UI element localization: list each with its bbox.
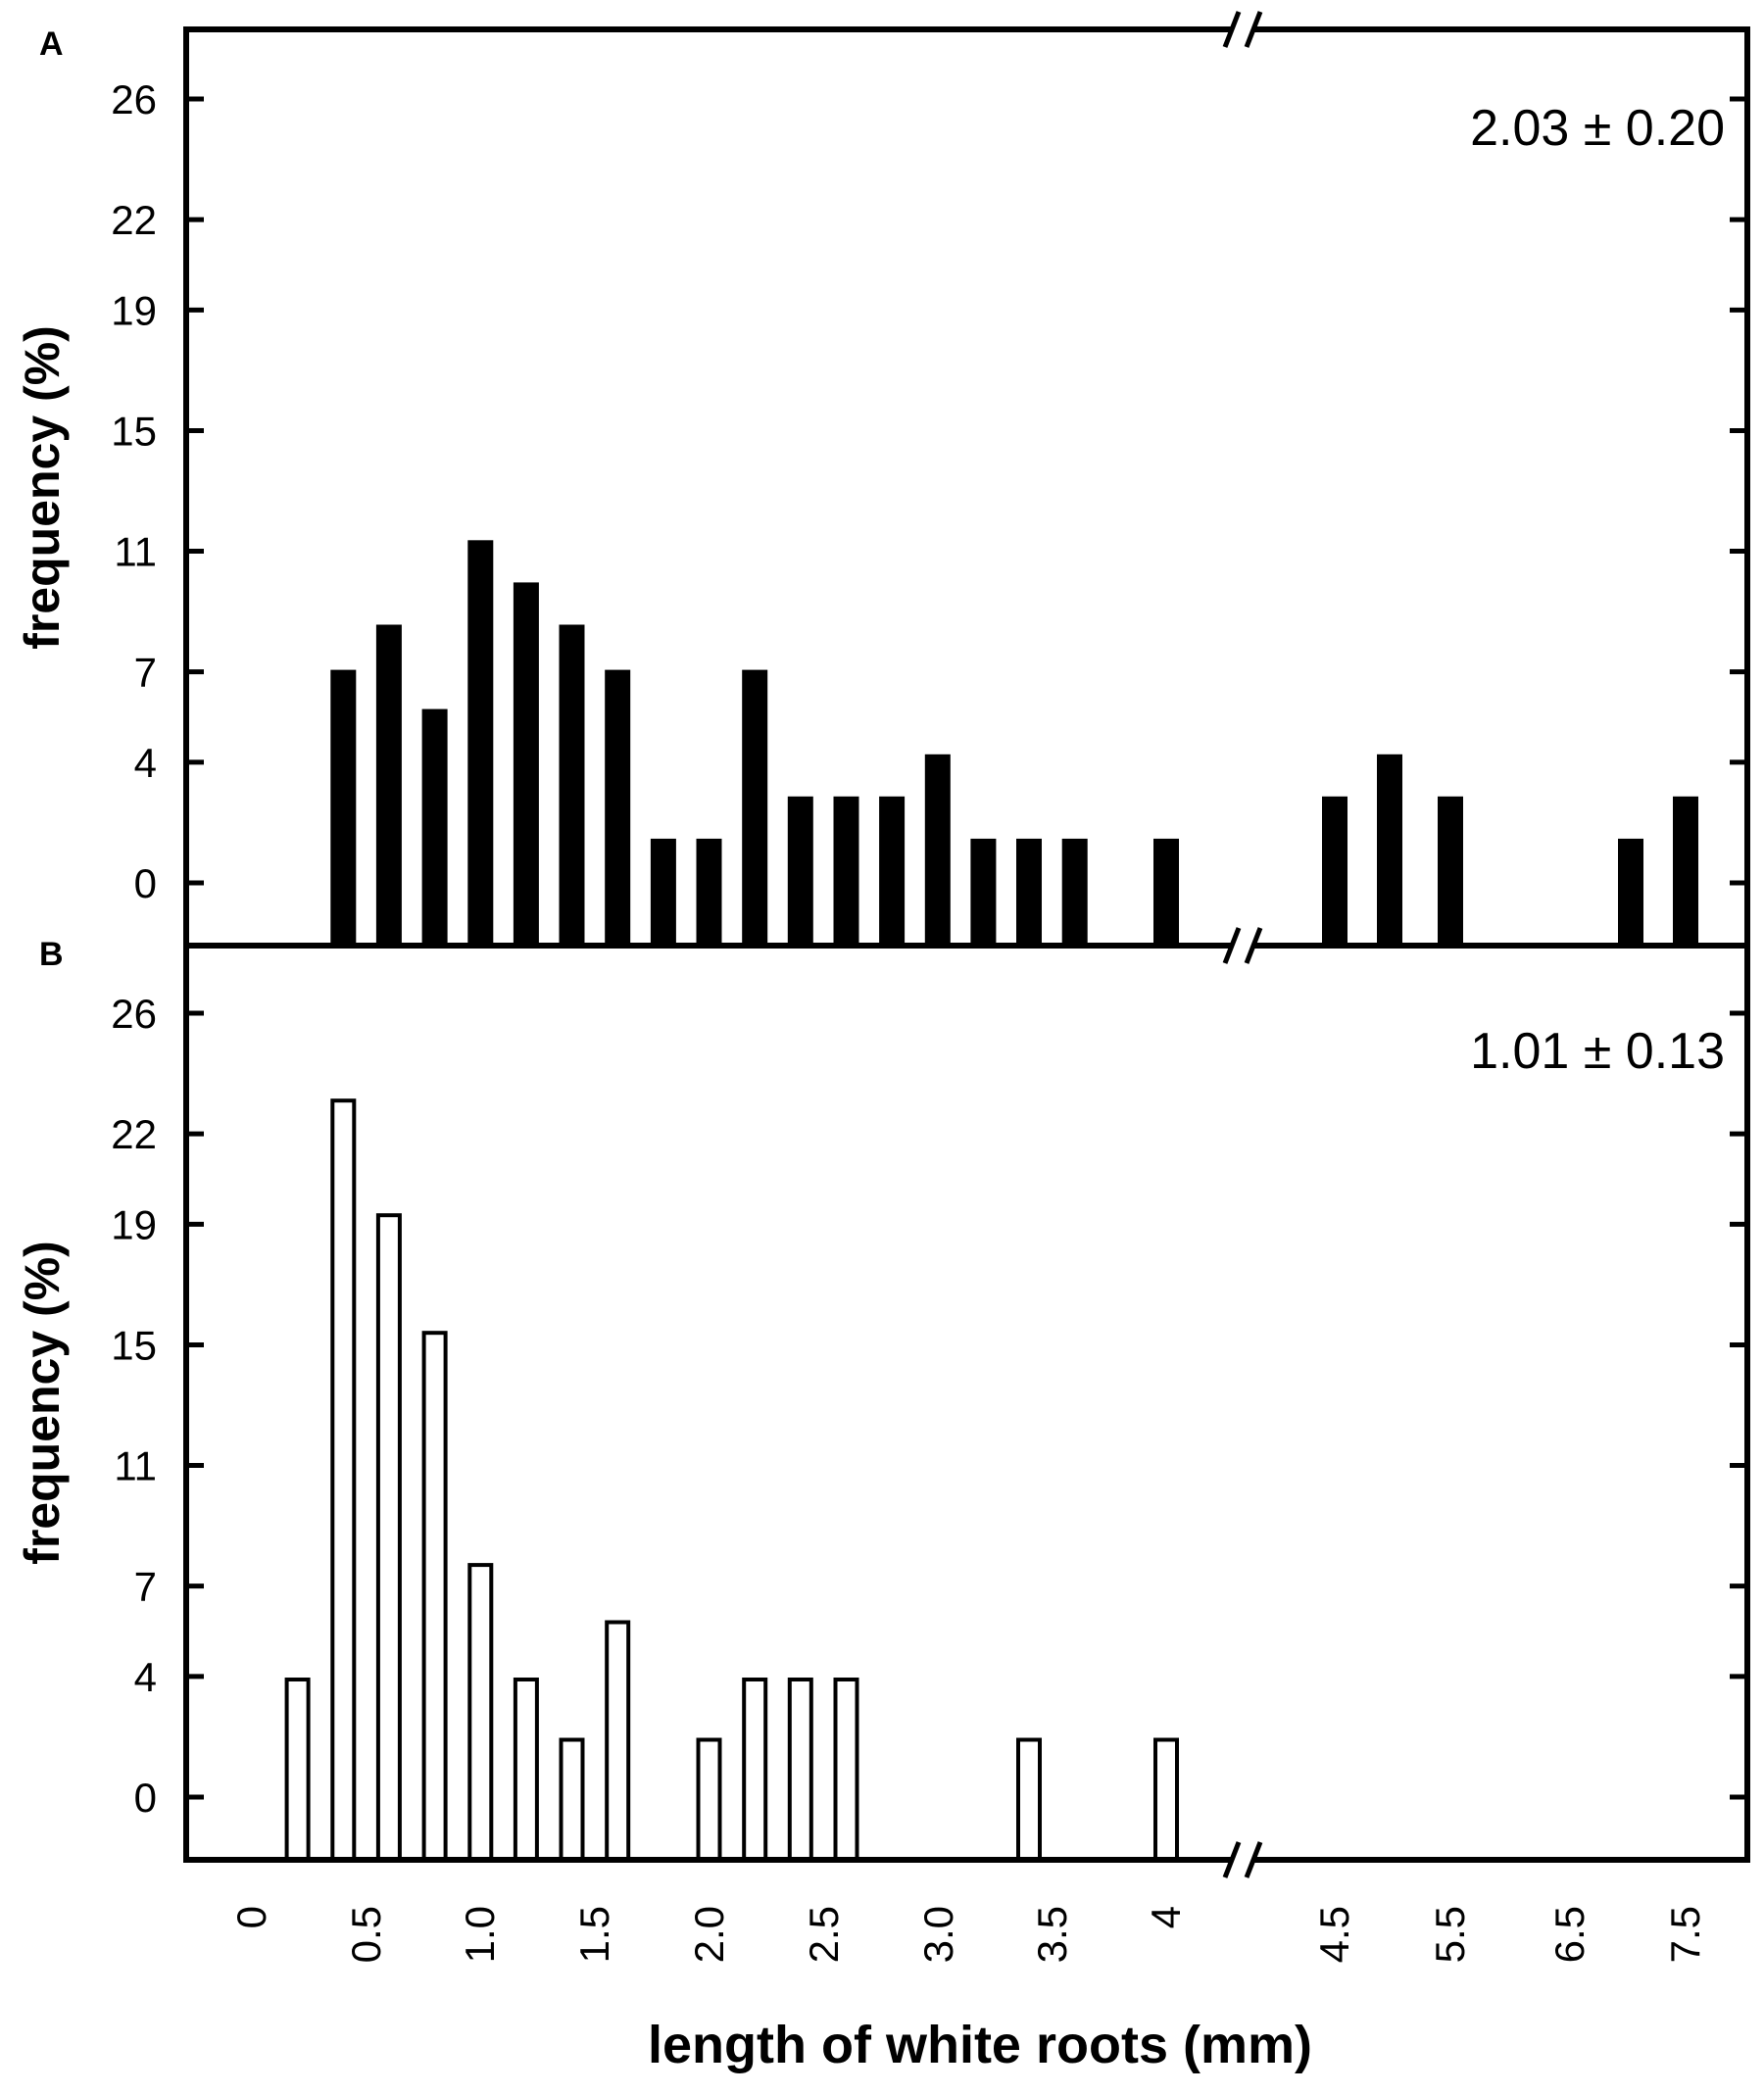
panel-a-bar: [1618, 838, 1643, 949]
x-tick-label: 3.0: [915, 1906, 961, 1963]
panel-a-bar: [605, 669, 631, 948]
axis-break-mark: [1244, 1841, 1263, 1878]
panel-b-bar: [467, 1563, 494, 1862]
x-tick-label: 3.5: [1029, 1906, 1075, 1963]
panel-b-bar: [605, 1620, 631, 1862]
panel-b-bar: [787, 1678, 813, 1862]
panel-a-bar: [650, 838, 676, 949]
axis-break-mark: [1222, 11, 1242, 48]
mean-annotation: 2.03 ± 0.20: [1470, 100, 1725, 157]
panel-a-bar: [467, 540, 494, 948]
y-tick-label: 7: [134, 1564, 157, 1610]
panel-a-bar: [1153, 838, 1179, 949]
y-tick-label: 4: [134, 740, 157, 786]
panel-a-bar: [879, 796, 906, 948]
y-tick-label: 19: [111, 1201, 157, 1247]
panel-a-bar: [742, 669, 768, 948]
x-axis-title: length of white roots (mm): [648, 2016, 1312, 2074]
axis-break-mark: [1244, 927, 1263, 964]
x-tick-label: 7.5: [1662, 1906, 1708, 1963]
axis-break-mark: [1222, 927, 1242, 964]
panel-label-b: B: [39, 936, 64, 973]
y-tick-label: 15: [111, 1322, 157, 1368]
panel-a-bar: [833, 796, 859, 948]
panel-a-bar: [1377, 754, 1402, 948]
panel-b-bar: [696, 1737, 722, 1862]
y-tick-label: 0: [134, 860, 157, 906]
y-axis-title: frequency (%): [15, 1241, 70, 1565]
panel-a-bar: [375, 624, 402, 948]
x-tick-label: 2.0: [686, 1906, 732, 1963]
x-tick-label: 6.5: [1546, 1906, 1592, 1963]
mean-annotation: 1.01 ± 0.13: [1470, 1023, 1725, 1080]
panel-a-bar: [970, 838, 997, 949]
y-tick-label: 19: [111, 287, 157, 333]
y-tick-label: 26: [111, 991, 157, 1037]
panel-b-bar: [330, 1098, 357, 1862]
y-tick-label: 22: [111, 197, 157, 243]
panel-b-bar: [513, 1678, 539, 1862]
y-tick-label: 7: [134, 650, 157, 696]
panel-a-bar: [330, 669, 357, 948]
axis-break-mark: [1244, 11, 1263, 48]
panel-a-bar: [924, 754, 951, 948]
panel-b-bar: [742, 1678, 768, 1862]
panel-a-bar: [696, 838, 722, 949]
y-tick-label: 0: [134, 1775, 157, 1821]
panel-a-bar: [1016, 838, 1042, 949]
panel-a-bar: [1673, 796, 1698, 948]
x-tick-label: 2.5: [801, 1906, 847, 1963]
panel-b-bar: [284, 1678, 311, 1862]
panel-a-bar: [787, 796, 813, 948]
y-tick-label: 26: [111, 76, 157, 122]
panel-a-bar: [1438, 796, 1463, 948]
panel-a-bar: [559, 624, 585, 948]
panel-label-a: A: [39, 25, 64, 63]
y-tick-label: 4: [134, 1654, 157, 1700]
y-axis-title: frequency (%): [15, 325, 70, 650]
y-tick-label: 15: [111, 408, 157, 454]
panel-b-bar: [1016, 1737, 1042, 1862]
panel-a-bar: [1322, 796, 1348, 948]
panel-a-bar: [1061, 838, 1088, 949]
panel-b-bar: [421, 1331, 448, 1862]
panel-a-bar: [421, 708, 448, 948]
x-tick-label: 5.5: [1427, 1906, 1473, 1963]
panel-b-bar: [833, 1678, 859, 1862]
x-tick-label: 0.5: [343, 1906, 389, 1963]
x-tick-label: 1.5: [571, 1906, 617, 1963]
x-tick-label: 0: [228, 1906, 274, 1928]
x-tick-label: 4.5: [1311, 1906, 1357, 1963]
panel-b-bar: [1153, 1737, 1179, 1862]
y-tick-label: 11: [114, 1443, 157, 1489]
panel-b-bar: [559, 1737, 585, 1862]
axis-break-mark: [1222, 1841, 1242, 1878]
y-tick-label: 11: [114, 529, 157, 575]
panel-a-bar: [513, 582, 539, 949]
y-tick-label: 22: [111, 1111, 157, 1157]
x-tick-label: 1.0: [457, 1906, 503, 1963]
x-tick-label: 4: [1143, 1906, 1189, 1928]
panel-b-bar: [375, 1213, 402, 1862]
